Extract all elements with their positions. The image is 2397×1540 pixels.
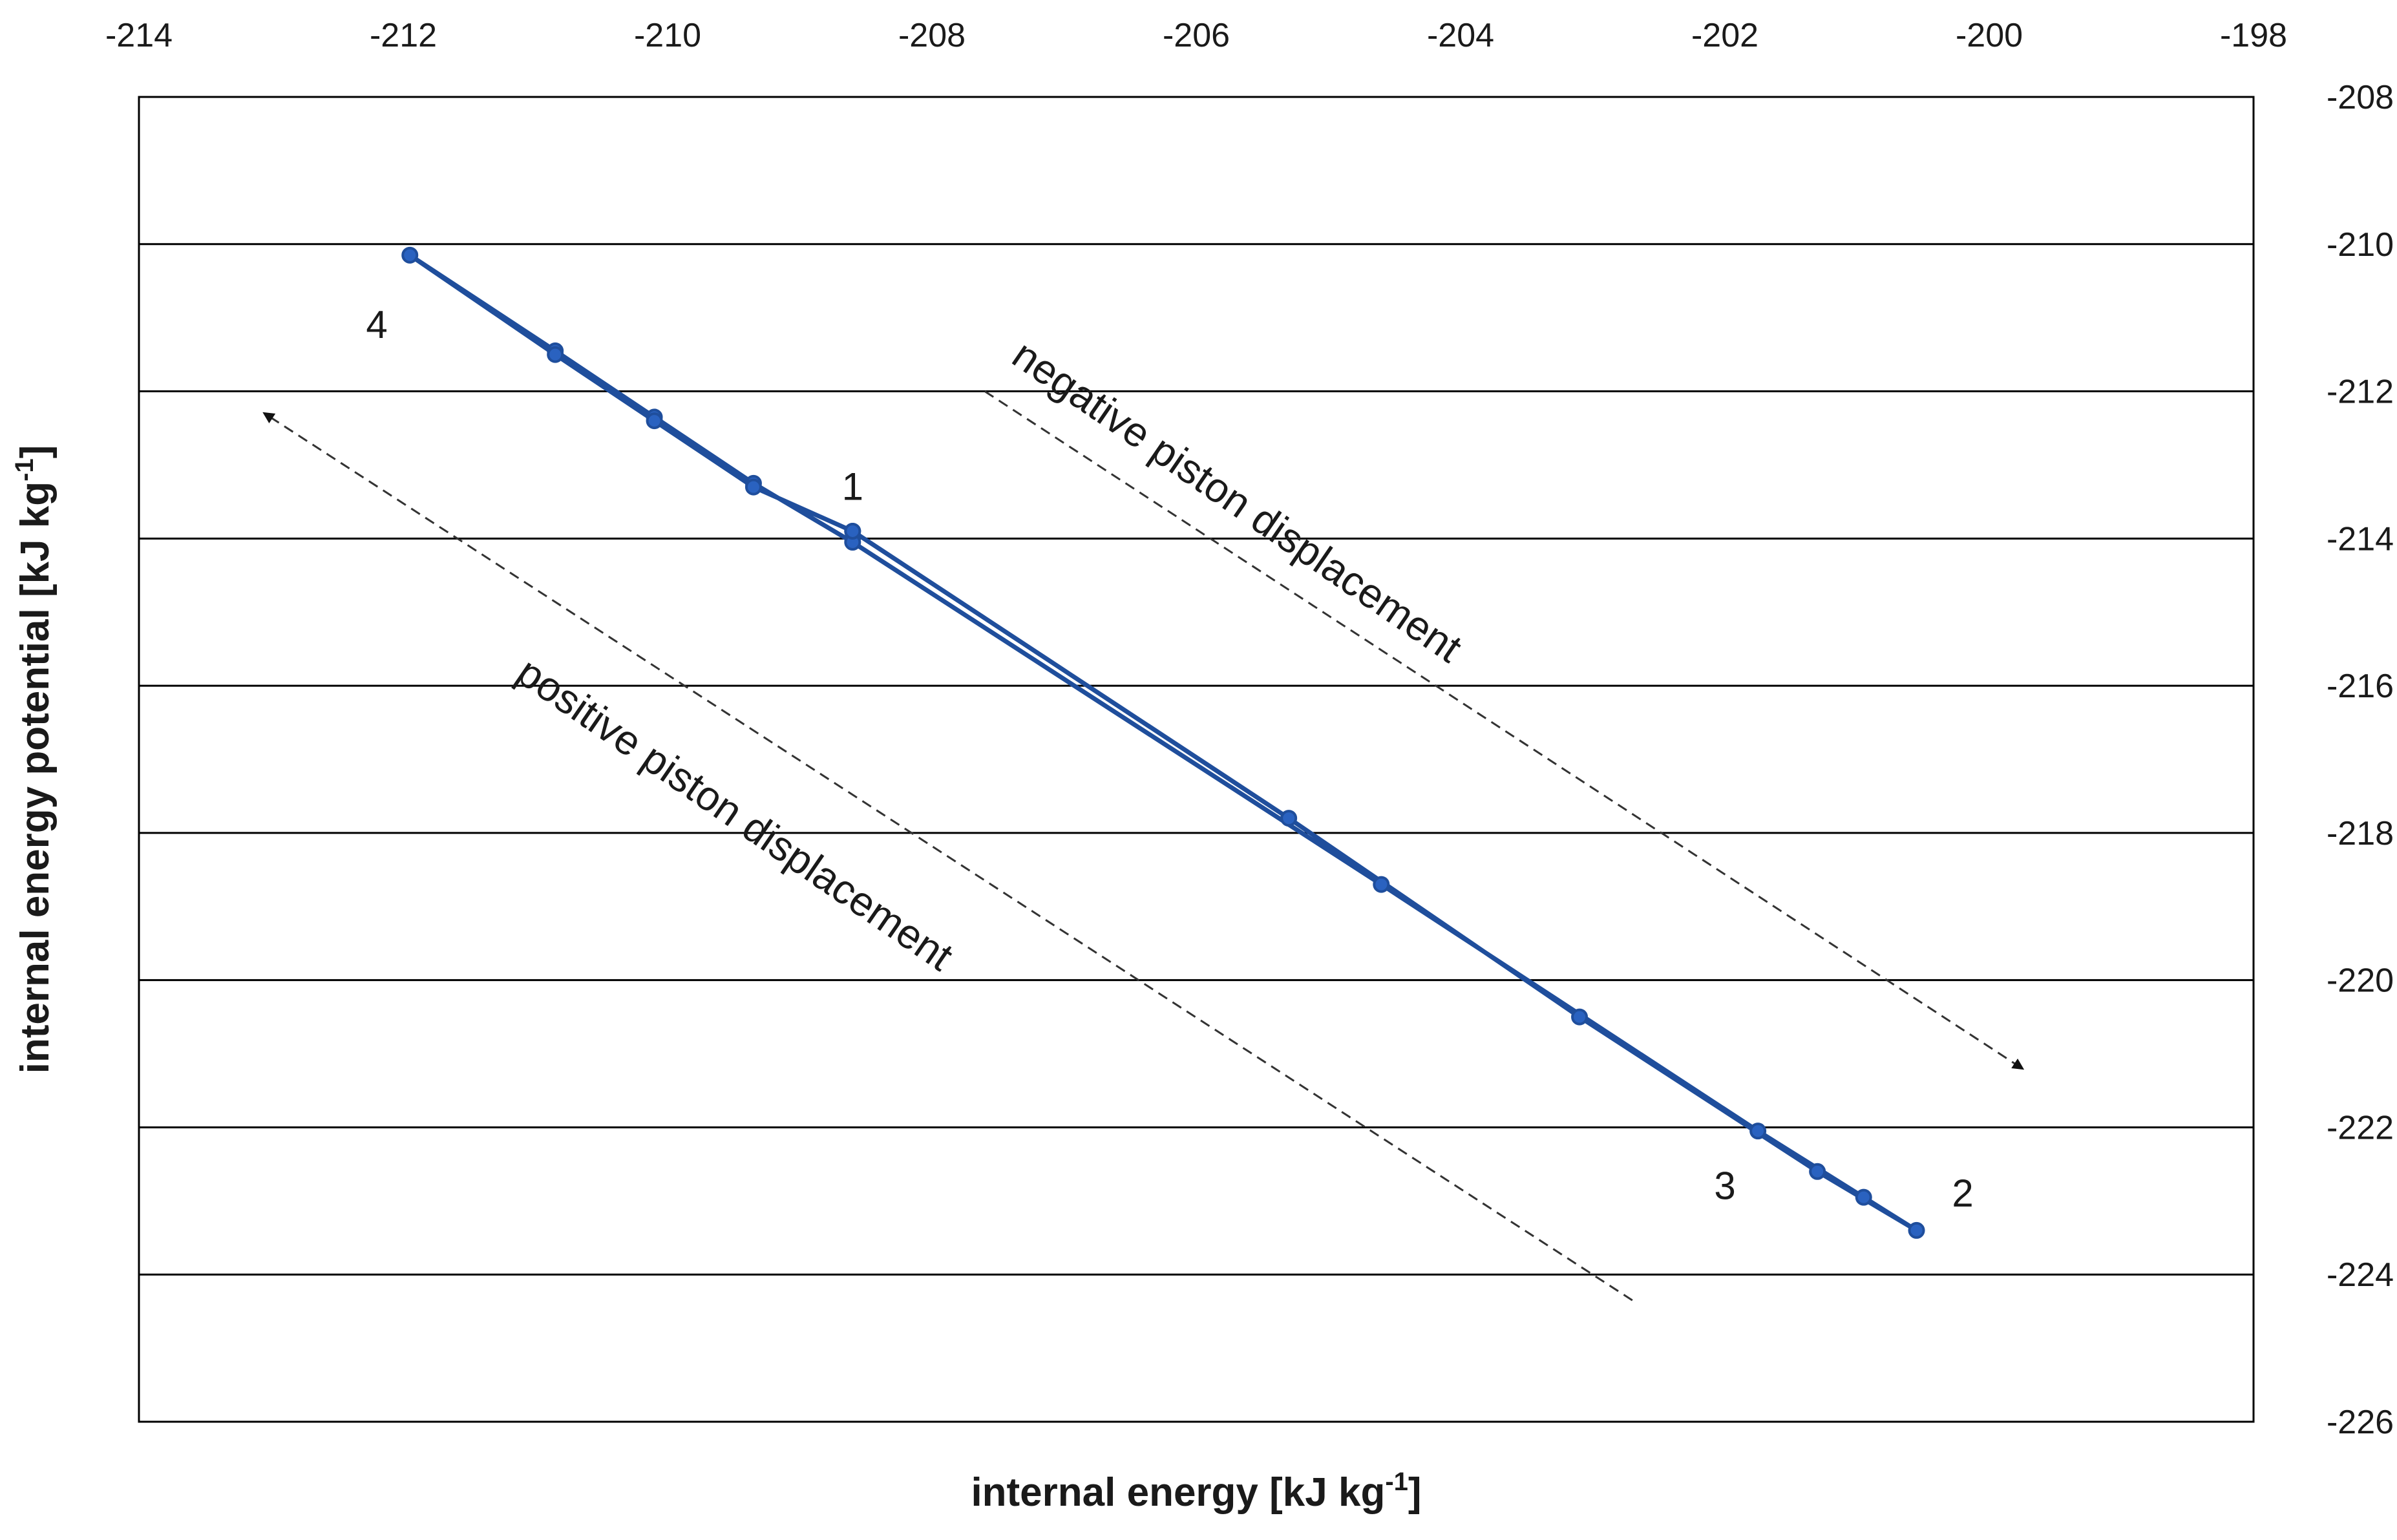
data-series	[401, 246, 1925, 1239]
x-tick-label: -204	[1427, 17, 1494, 54]
data-point	[1908, 1221, 1925, 1239]
point-label: 3	[1714, 1165, 1735, 1208]
x-tick-label: -208	[898, 17, 966, 54]
y-axis-title-close: ]	[13, 445, 58, 459]
annotation-label: negative piston displacement	[1004, 331, 1470, 671]
x-axis-title-text: internal energy [kJ kg	[971, 1470, 1385, 1515]
y-axis-title: internal energy potential [kJ kg-1]	[10, 445, 58, 1074]
point-label: 2	[1952, 1172, 1973, 1215]
displacement-arrows	[262, 390, 2025, 1302]
y-tick-label: -222	[2327, 1109, 2394, 1146]
plot-frame	[138, 96, 2255, 1423]
x-tick-label: -202	[1691, 17, 1758, 54]
x-tick-labels: -214 -212 -210 -208 -206 -204 -202 -200 -198	[105, 17, 2287, 54]
y-tick-label: -220	[2327, 962, 2394, 1000]
data-point	[1809, 1163, 1826, 1180]
y-tick-label: -214	[2327, 520, 2394, 558]
data-point	[1855, 1188, 1872, 1206]
y-tick-label: -212	[2327, 374, 2394, 411]
y-tick-label: -216	[2327, 668, 2394, 705]
data-point	[1373, 876, 1390, 893]
x-axis-title: internal energy [kJ kg-1]	[971, 1468, 1421, 1515]
x-tick-label: -206	[1163, 17, 1230, 54]
data-point	[646, 412, 663, 430]
y-axis-title-text: internal energy potential [kJ kg	[13, 481, 58, 1073]
point-label: 1	[842, 465, 863, 509]
gridlines	[139, 243, 2254, 1276]
negative-displacement-arrow	[984, 390, 2025, 1070]
point-labels: 1 2 3 4	[366, 303, 1973, 1215]
x-tick-label: -210	[634, 17, 701, 54]
x-tick-label: -200	[1956, 17, 2023, 54]
y-tick-label: -208	[2327, 79, 2394, 116]
data-point	[744, 478, 762, 496]
data-point	[547, 346, 564, 363]
y-tick-label: -224	[2327, 1256, 2394, 1294]
x-axis-title-close: ]	[1408, 1470, 1422, 1515]
y-tick-label: -218	[2327, 815, 2394, 852]
y-tick-label: -226	[2327, 1404, 2394, 1441]
x-axis-title-exponent: -1	[1385, 1468, 1408, 1496]
data-point	[1749, 1123, 1767, 1140]
data-point	[401, 246, 419, 264]
x-tick-label: -214	[105, 17, 173, 54]
data-point	[1280, 810, 1298, 827]
data-point	[844, 522, 861, 540]
x-tick-label: -198	[2220, 17, 2287, 54]
y-tick-labels: -208 -210 -212 -214 -216 -218 -220 -222 -224 -226	[2327, 79, 2394, 1441]
positive-displacement-arrow	[262, 412, 1633, 1302]
annotation-label: positive piston displacement	[509, 648, 962, 980]
y-tick-label: -210	[2327, 226, 2394, 264]
x-tick-label: -212	[370, 17, 437, 54]
y-axis-title-exponent: -1	[10, 458, 39, 481]
point-label: 4	[366, 303, 387, 346]
data-point	[1571, 1008, 1589, 1026]
